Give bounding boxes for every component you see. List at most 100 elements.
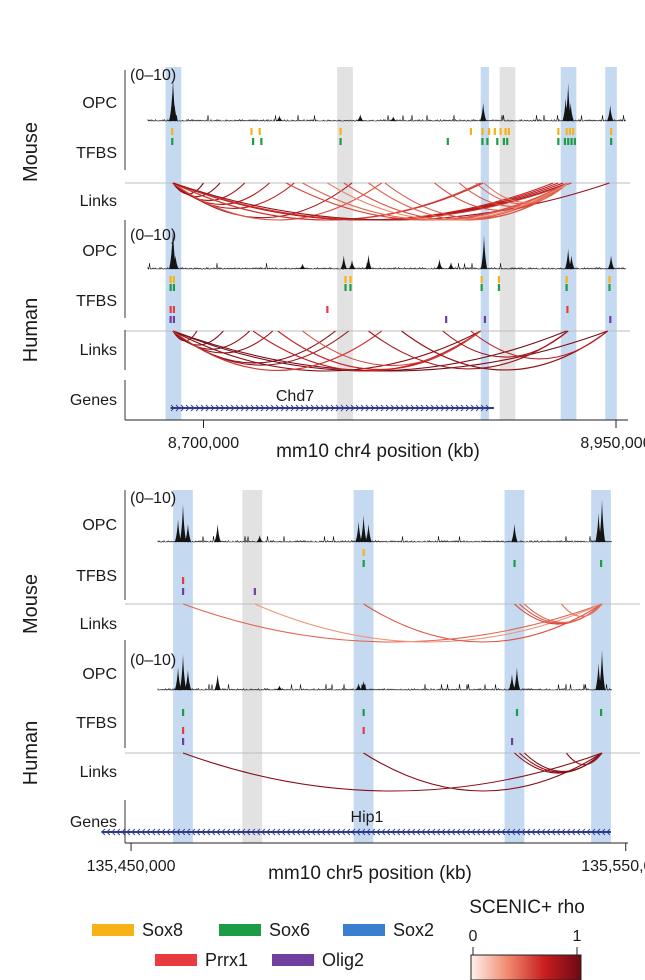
opc-peak-mouse — [214, 524, 221, 542]
link-arc-human — [302, 330, 482, 366]
tfbs-mark-sox6 — [362, 560, 365, 567]
tfbs-mark-sox8 — [362, 549, 365, 556]
track-label-links-mouse: Links — [80, 616, 117, 633]
gene-strand-chevron — [190, 404, 195, 412]
gene-strand-chevron — [355, 404, 360, 412]
gene-strand-chevron — [276, 828, 281, 836]
gene-strand-chevron — [425, 404, 430, 412]
gene-strand-chevron — [365, 404, 370, 412]
gene-strand-chevron — [191, 828, 196, 836]
tfbs-mark-sox6 — [557, 138, 560, 145]
tfbs-mark-sox6 — [486, 138, 489, 145]
gene-strand-chevron — [581, 828, 586, 836]
opc-peak-human — [360, 681, 367, 690]
tfbs-mark-olig2 — [609, 316, 612, 323]
gene-strand-chevron — [211, 828, 216, 836]
highlight-band-gray — [242, 490, 263, 843]
tfbs-mark-olig2 — [253, 588, 256, 595]
gene-strand-chevron — [566, 828, 571, 836]
highlight-band-blue — [605, 67, 617, 420]
x-axis-tick-label: 135,550,000 — [581, 858, 645, 875]
gene-strand-chevron — [606, 828, 611, 836]
gene-strand-chevron — [405, 404, 410, 412]
link-arc-human — [172, 330, 481, 372]
gene-strand-chevron — [470, 404, 475, 412]
tfbs-mark-sox8 — [572, 128, 575, 135]
tfbs-mark-sox8 — [499, 128, 502, 135]
gene-strand-chevron — [501, 828, 506, 836]
gene-strand-chevron — [181, 828, 186, 836]
track-label-links-human: Links — [80, 342, 117, 359]
tfbs-mark-sox8 — [497, 276, 501, 283]
tfbs-mark-prrx1 — [326, 306, 329, 313]
opc-peak-human — [568, 255, 575, 269]
gene-strand-chevron — [421, 828, 426, 836]
link-arc-mouse — [363, 603, 603, 643]
tfbs-mark-olig2 — [182, 738, 185, 745]
gene-strand-chevron — [446, 828, 451, 836]
gene-strand-chevron — [275, 404, 280, 412]
tfbs-mark-sox6 — [481, 138, 484, 145]
gene-strand-chevron — [445, 404, 450, 412]
gene-strand-chevron — [561, 828, 566, 836]
gene-strand-chevron — [201, 828, 206, 836]
tfbs-mark-sox8 — [169, 276, 172, 283]
tfbs-mark-sox6 — [515, 709, 519, 716]
opc-peak-human — [365, 254, 372, 269]
track-label-links-mouse: Links — [80, 193, 117, 210]
gene-strand-chevron — [156, 828, 161, 836]
gene-strand-chevron — [420, 404, 425, 412]
gene-strand-chevron — [250, 404, 255, 412]
tfbs-mark-sox8 — [469, 128, 473, 135]
gene-strand-chevron — [161, 828, 166, 836]
tfbs-mark-prrx1 — [172, 306, 176, 313]
tfbs-mark-sox6 — [506, 138, 509, 145]
x-axis-title: mm10 chr4 position (kb) — [276, 441, 480, 462]
gene-strand-chevron — [356, 828, 361, 836]
opc-peak-mouse — [598, 499, 606, 542]
opc-peak-human — [355, 683, 362, 690]
opc-peak-mouse — [276, 115, 283, 121]
legend: Sox8 Sox6 Sox2 Prrx1 Olig2 — [92, 920, 434, 970]
opc-signal-human — [147, 262, 626, 270]
gene-strand-chevron — [521, 828, 526, 836]
link-arc-mouse — [172, 182, 610, 221]
legend-label-sox2: Sox2 — [393, 920, 434, 940]
panel-chd7: 8,700,000 8,950,000 Mouse Human OPC TFBS … — [20, 67, 645, 462]
gene-strand-chevron — [541, 828, 546, 836]
tfbs-mark-prrx1 — [169, 306, 172, 313]
gene-strand-chevron — [180, 404, 185, 412]
opc-signal-layer — [157, 499, 613, 691]
links-layer — [172, 182, 610, 372]
opc-peak-mouse — [355, 521, 362, 542]
opc-peak-mouse — [567, 103, 574, 121]
opc-signal-layer — [147, 78, 627, 270]
link-arc-mouse — [172, 182, 383, 221]
gene-strand-chevron — [171, 828, 176, 836]
link-arc-human — [442, 330, 569, 358]
gene-strand-chevron — [391, 828, 396, 836]
gene-strand-chevron — [321, 828, 326, 836]
legend-swatch-olig2 — [272, 954, 314, 966]
gene-strand-chevron — [531, 828, 536, 836]
tfbs-mark-sox8 — [568, 128, 572, 135]
gene-strand-chevron — [371, 828, 376, 836]
tfbs-mark-sox8 — [493, 128, 496, 135]
gene-strand-chevron — [311, 828, 316, 836]
gene-strand-chevron — [230, 404, 235, 412]
gene-strand-chevron — [331, 828, 336, 836]
opc-peak-human — [340, 255, 347, 269]
tfbs-mark-prrx1 — [182, 727, 185, 734]
gene-strand-chevron — [506, 828, 511, 836]
gene-strand-chevron — [315, 404, 320, 412]
gene-strand-chevron — [221, 828, 226, 836]
gene-strand-chevron — [381, 828, 386, 836]
gene-strand-chevron — [260, 404, 265, 412]
gene-strand-chevron — [576, 828, 581, 836]
link-arc-human — [252, 330, 482, 372]
gene-strand-chevron — [551, 828, 556, 836]
opc-peak-human — [564, 248, 572, 269]
gene-strand-chevron — [305, 404, 310, 412]
scale-label-human: (0–10) — [130, 652, 176, 669]
panel-hip1: 135,450,000 135,550,000 Mouse Human OPC T… — [20, 490, 645, 884]
